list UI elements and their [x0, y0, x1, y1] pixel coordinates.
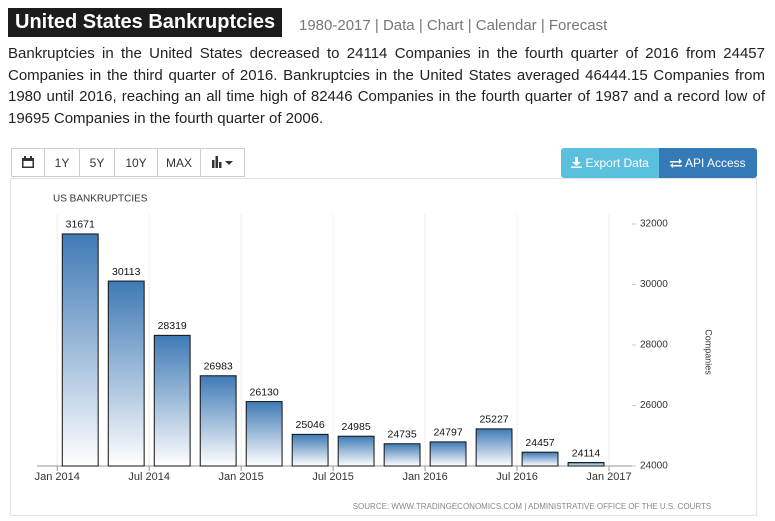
- chart-type-icon: [211, 156, 233, 168]
- bar: [61, 233, 99, 467]
- y-tick-label: 30000: [640, 279, 668, 290]
- download-icon: [571, 157, 583, 168]
- description: Bankruptcies in the United States decrea…: [8, 45, 765, 127]
- range-button[interactable]: 1Y: [44, 148, 80, 177]
- x-tick-label: Jul 2016: [496, 471, 538, 483]
- value-label: 25227: [479, 414, 508, 426]
- chart-title: US BANKRUPTCIES: [53, 194, 148, 205]
- api-label: API Access: [684, 156, 746, 170]
- range-button[interactable]: 10Y: [114, 148, 158, 177]
- export-button[interactable]: Export Data: [561, 148, 659, 178]
- value-label: 26130: [250, 386, 279, 398]
- range-button[interactable]: MAX: [157, 148, 201, 177]
- range-button[interactable]: 5Y: [79, 148, 115, 177]
- value-label: 30113: [112, 266, 141, 278]
- export-label: Export Data: [585, 156, 649, 170]
- value-label: 24457: [525, 437, 554, 449]
- bar: [567, 462, 605, 467]
- bar: [429, 441, 467, 467]
- chart-type-button[interactable]: [200, 148, 245, 177]
- calendar-icon: [22, 156, 34, 168]
- value-label: 31671: [66, 219, 95, 231]
- x-tick-label: Jan 2014: [35, 471, 80, 483]
- y-tick-label: 32000: [640, 219, 668, 230]
- value-label: 25046: [296, 419, 325, 431]
- bar: [475, 428, 513, 467]
- bar: [383, 443, 421, 467]
- bar: [337, 435, 375, 467]
- value-label: 24735: [387, 429, 416, 441]
- bar: [245, 401, 283, 467]
- bar: [199, 375, 237, 467]
- api-button[interactable]: API Access: [659, 148, 757, 178]
- source: SOURCE: WWW.TRADINGECONOMICS.COM | ADMIN…: [353, 502, 712, 511]
- y-axis-label: Companies: [704, 329, 714, 375]
- value-label: 28319: [158, 320, 187, 332]
- bar: [153, 334, 191, 467]
- y-tick-label: 26000: [640, 400, 668, 411]
- bar: [291, 433, 329, 467]
- page-title: United States Bankruptcies: [8, 8, 283, 37]
- x-tick-label: Jul 2015: [312, 471, 354, 483]
- value-label: 24985: [342, 421, 371, 433]
- y-tick-label: 24000: [640, 461, 668, 472]
- nav-links[interactable]: 1980-2017 | Data | Chart | Calendar | Fo…: [299, 17, 608, 34]
- calendar-button[interactable]: [11, 148, 45, 177]
- bar: [521, 451, 559, 467]
- x-tick-label: Jan 2016: [402, 471, 447, 483]
- value-label: 26983: [204, 361, 233, 373]
- x-tick-label: Jul 2014: [128, 471, 170, 483]
- value-label: 24797: [433, 427, 462, 439]
- bar: [107, 280, 145, 467]
- value-label: 24114: [572, 447, 601, 459]
- x-tick-label: Jan 2015: [219, 471, 264, 483]
- y-tick-label: 28000: [640, 340, 668, 351]
- exchange-icon: [670, 158, 683, 168]
- x-tick-label: Jan 2017: [586, 471, 631, 483]
